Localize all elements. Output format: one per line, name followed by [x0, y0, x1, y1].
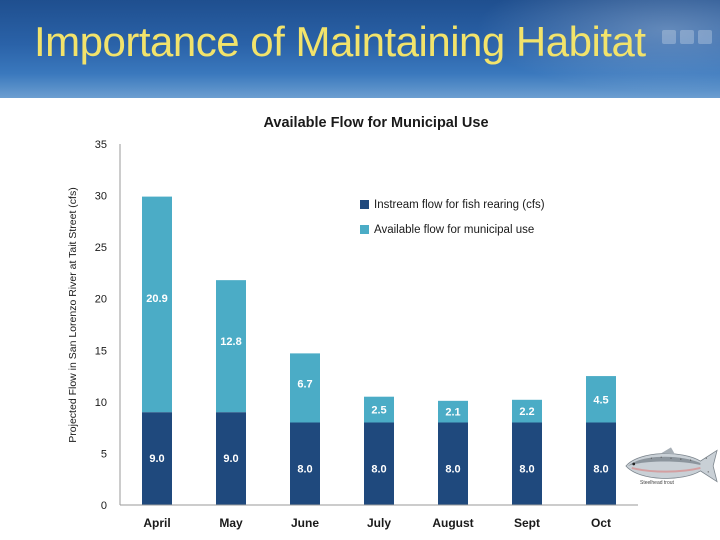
value-label-municipal: 2.5 [371, 405, 386, 417]
bar-municipal-august [438, 400, 468, 423]
slide-title: Importance of Maintaining Habitat [34, 18, 646, 65]
value-label-instream: 8.0 [297, 463, 312, 475]
value-label-instream: 8.0 [371, 463, 386, 475]
value-label-municipal: 6.7 [297, 378, 312, 390]
y-axis-ticks: 0 5 10 15 20 25 30 35 [95, 139, 107, 512]
y-tick-label: 25 [95, 242, 107, 254]
value-label-municipal: 2.2 [519, 406, 534, 418]
value-label-municipal: 20.9 [146, 293, 167, 305]
value-label-instream: 8.0 [593, 463, 608, 475]
y-tick-label: 5 [101, 448, 107, 460]
category-label: Oct [591, 516, 611, 530]
value-label-municipal: 2.1 [445, 407, 460, 419]
value-label-municipal: 12.8 [220, 336, 241, 348]
category-label: June [291, 516, 319, 530]
bar-instream-april [142, 412, 172, 505]
bar-instream-may [216, 412, 246, 505]
bar-municipal-oct [586, 376, 616, 423]
title-banner [0, 0, 720, 98]
y-tick-label: 20 [95, 294, 107, 306]
category-label: April [143, 516, 170, 530]
bar-instream-june [290, 422, 320, 505]
legend: Instream flow for fish rearing (cfs) Avai… [360, 199, 545, 236]
y-tick-label: 30 [95, 191, 107, 203]
bar-instream-oct [586, 422, 616, 505]
banner-decoration [662, 30, 712, 44]
legend-label: Instream flow for fish rearing (cfs) [374, 199, 545, 211]
bars [142, 196, 616, 505]
legend-swatch [360, 225, 369, 234]
bar-municipal-june [290, 353, 320, 423]
category-label: August [432, 516, 473, 530]
fish-caption: Steelhead trout [640, 480, 674, 486]
y-axis-label: Projected Flow in San Lorenzo River at T… [67, 187, 79, 442]
y-tick-label: 10 [95, 397, 107, 409]
bar-instream-sept [512, 422, 542, 505]
category-label: July [367, 516, 391, 530]
flow-chart: Available Flow for Municipal Use Project… [67, 115, 638, 530]
chart-title: Available Flow for Municipal Use [263, 115, 488, 131]
value-label-instream: 8.0 [519, 463, 534, 475]
y-tick-label: 35 [95, 139, 107, 151]
category-label: May [219, 516, 243, 530]
bar-value-labels: 9.0 20.9 9.0 12.8 8.0 6.7 8.0 2.5 8.0 2.1 8.0 2.2 8.… [146, 293, 608, 476]
bar-instream-july [364, 422, 394, 505]
value-label-instream: 8.0 [445, 463, 460, 475]
category-label: Sept [514, 516, 540, 530]
bar-municipal-sept [512, 399, 542, 423]
bar-municipal-april [142, 196, 172, 413]
bar-municipal-july [364, 396, 394, 423]
legend-label: Available flow for municipal use [374, 224, 534, 236]
bar-municipal-may [216, 280, 246, 413]
category-labels: April May June July August Sept Oct [143, 516, 611, 530]
legend-swatch [360, 200, 369, 209]
bar-instream-august [438, 422, 468, 505]
y-tick-label: 0 [101, 500, 107, 512]
value-label-municipal: 4.5 [593, 394, 608, 406]
value-label-instream: 9.0 [149, 453, 164, 465]
value-label-instream: 9.0 [223, 453, 238, 465]
y-tick-label: 15 [95, 345, 107, 357]
steelhead-fish-image [625, 447, 718, 483]
